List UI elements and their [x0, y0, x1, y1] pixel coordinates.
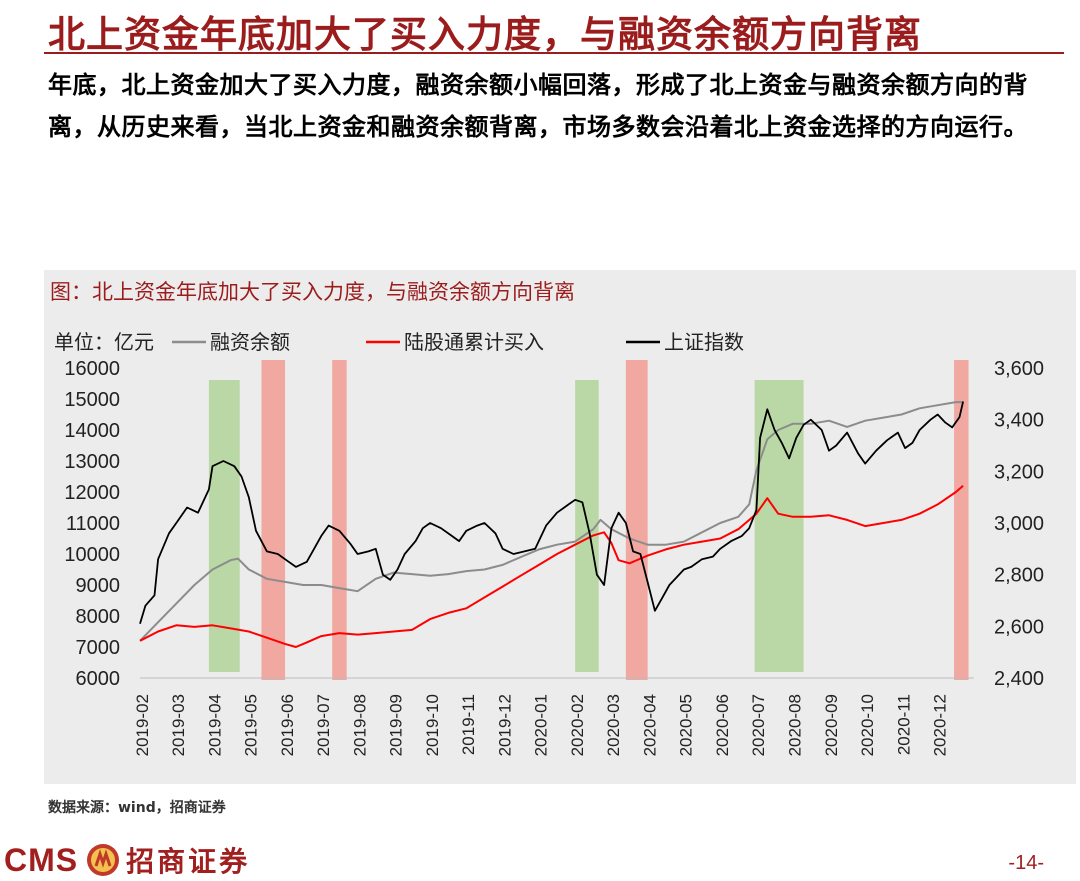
- summary-text: 年底，北上资金加大了买入力度，融资余额小幅回落，形成了北上资金与融资余额方向的背…: [48, 71, 1028, 141]
- x-axis-tick: 2019-11: [459, 694, 478, 755]
- title-divider: [44, 52, 1064, 54]
- left-axis-tick: 12000: [64, 482, 120, 504]
- left-axis-tick: 10000: [64, 544, 120, 566]
- x-axis-tick: 2020-08: [786, 694, 805, 756]
- line-chart: 6000 7000 8000 9000 10000 11000 12000 13000 1400…: [50, 280, 1044, 756]
- x-axis-tick: 2019-08: [350, 694, 369, 756]
- x-axis-tick: 2019-04: [205, 694, 224, 756]
- x-axis-tick: 2019-02: [133, 694, 152, 756]
- x-axis-tick: 2019-09: [387, 694, 406, 756]
- company-logo: CMS 招商证券: [4, 840, 250, 880]
- left-axis-tick: 11000: [66, 513, 120, 535]
- legend-label: 上证指数: [664, 330, 744, 354]
- x-axis-tick: 2020-11: [894, 694, 913, 755]
- x-axis-tick: 2020-04: [640, 694, 659, 756]
- right-axis-tick: 3,400: [994, 410, 1044, 432]
- left-axis-tick: 9000: [76, 575, 121, 597]
- legend-label: 融资余额: [210, 330, 290, 354]
- chart-title: 图：北上资金年底加大了买入力度，与融资余额方向背离: [50, 280, 575, 304]
- shaded-period-red: [332, 360, 347, 680]
- left-axis-tick: 7000: [76, 637, 121, 659]
- shaded-period-red: [954, 360, 969, 680]
- series-line-gray: [139, 401, 964, 642]
- legend-label: 陆股通累计买入: [404, 330, 544, 354]
- right-axis-tick: 2,600: [994, 616, 1044, 638]
- logo-cms-text: CMS: [4, 841, 79, 878]
- shaded-period-green: [208, 380, 240, 672]
- left-axis-tick: 13000: [64, 451, 120, 473]
- x-axis-tick: 2020-05: [677, 694, 696, 756]
- left-axis-tick: 16000: [64, 358, 120, 380]
- page-number: -14-: [1008, 852, 1044, 874]
- x-axis-tick: 2019-12: [495, 694, 514, 756]
- x-axis-tick: 2020-02: [568, 694, 587, 756]
- x-axis-tick: 2020-07: [749, 694, 768, 756]
- x-axis-tick: 2020-03: [604, 694, 623, 756]
- x-axis-tick: 2020-06: [713, 694, 732, 756]
- x-axis-tick: 2020-01: [532, 694, 551, 756]
- x-axis-tick: 2019-06: [278, 694, 297, 756]
- right-axis-tick: 2,400: [994, 668, 1044, 690]
- right-axis-tick: 3,000: [994, 513, 1044, 535]
- page-title: 北上资金年底加大了买入力度，与融资余额方向背离: [48, 13, 922, 56]
- x-axis-tick: 2020-09: [822, 694, 841, 756]
- left-axis-tick: 14000: [64, 420, 120, 442]
- chart-panel: 6000 7000 8000 9000 10000 11000 12000 13000 1400…: [44, 270, 1076, 784]
- x-axis-tick: 2020-10: [858, 694, 877, 756]
- data-source: 数据来源：wind，招商证券: [48, 800, 226, 816]
- left-axis-tick: 8000: [76, 606, 121, 628]
- shaded-period-red: [261, 360, 286, 680]
- x-axis-tick: 2019-03: [169, 694, 188, 756]
- x-axis-tick: 2020-12: [931, 694, 950, 756]
- series-line-red: [139, 485, 964, 648]
- right-axis-tick: 3,200: [994, 461, 1044, 483]
- series-line-black: [139, 401, 964, 625]
- x-axis-tick: 2019-10: [423, 694, 442, 756]
- shaded-period-red: [625, 360, 648, 680]
- logo-mark-icon: [87, 844, 120, 876]
- right-axis-tick: 3,600: [994, 358, 1044, 380]
- left-axis-tick: 6000: [76, 668, 121, 690]
- shaded-period-green: [575, 380, 599, 672]
- unit-label: 单位：亿元: [54, 330, 154, 354]
- x-axis-tick: 2019-05: [242, 694, 261, 756]
- x-axis-tick: 2019-07: [314, 694, 333, 756]
- logo-cn-text: 招商证券: [126, 845, 251, 878]
- right-axis-tick: 2,800: [994, 565, 1044, 587]
- left-axis-tick: 15000: [64, 389, 120, 411]
